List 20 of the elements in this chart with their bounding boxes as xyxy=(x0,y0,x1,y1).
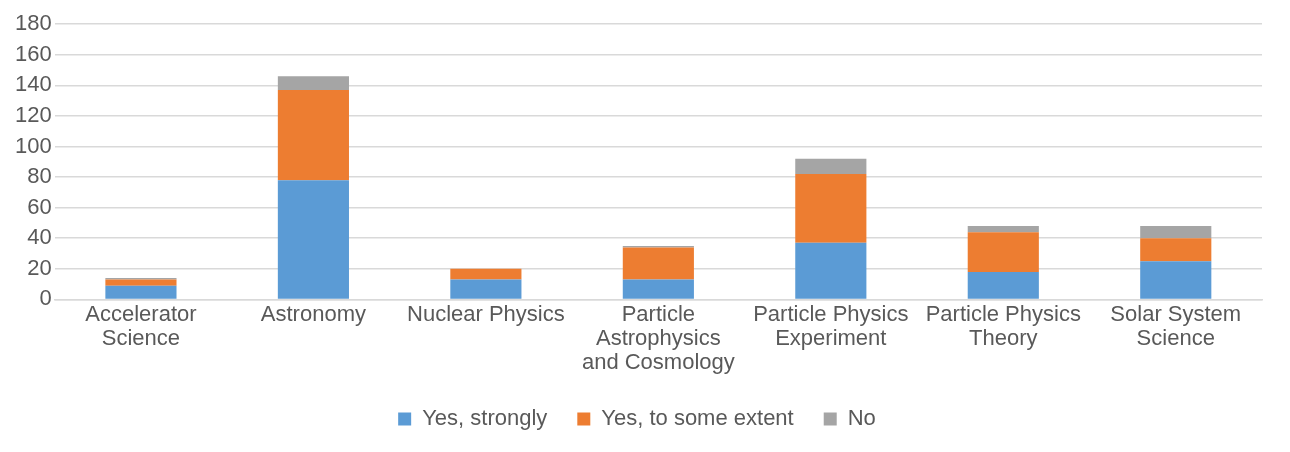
x-tick-label: Nuclear Physics xyxy=(407,300,565,326)
y-tick-label: 20 xyxy=(27,254,52,280)
x-tick-label: Particle Physics Theory xyxy=(925,300,1081,350)
x-tick-label: Particle Physics Experiment xyxy=(753,300,909,350)
y-tick-label: 180 xyxy=(14,10,52,36)
y-tick-label: 80 xyxy=(27,163,52,189)
y-tick-label: 40 xyxy=(27,224,52,250)
y-tick-label: 140 xyxy=(14,71,52,97)
x-tick-label: Particle Astrophysics and Cosmology xyxy=(581,300,735,374)
y-tick-label: 160 xyxy=(14,40,52,66)
legend-label: Yes, strongly xyxy=(422,405,548,431)
x-tick-label: Accelerator Science xyxy=(85,300,197,350)
legend-label: No xyxy=(847,405,876,431)
x-tick-label: Astronomy xyxy=(260,300,366,326)
y-tick-label: 100 xyxy=(14,132,52,158)
y-tick-label: 60 xyxy=(27,193,52,219)
x-tick-label: Solar System Science xyxy=(1110,300,1242,350)
y-tick-label: 120 xyxy=(14,102,52,127)
y-tick-label: 0 xyxy=(39,285,52,311)
legend-label: Yes, to some extent xyxy=(601,405,794,431)
